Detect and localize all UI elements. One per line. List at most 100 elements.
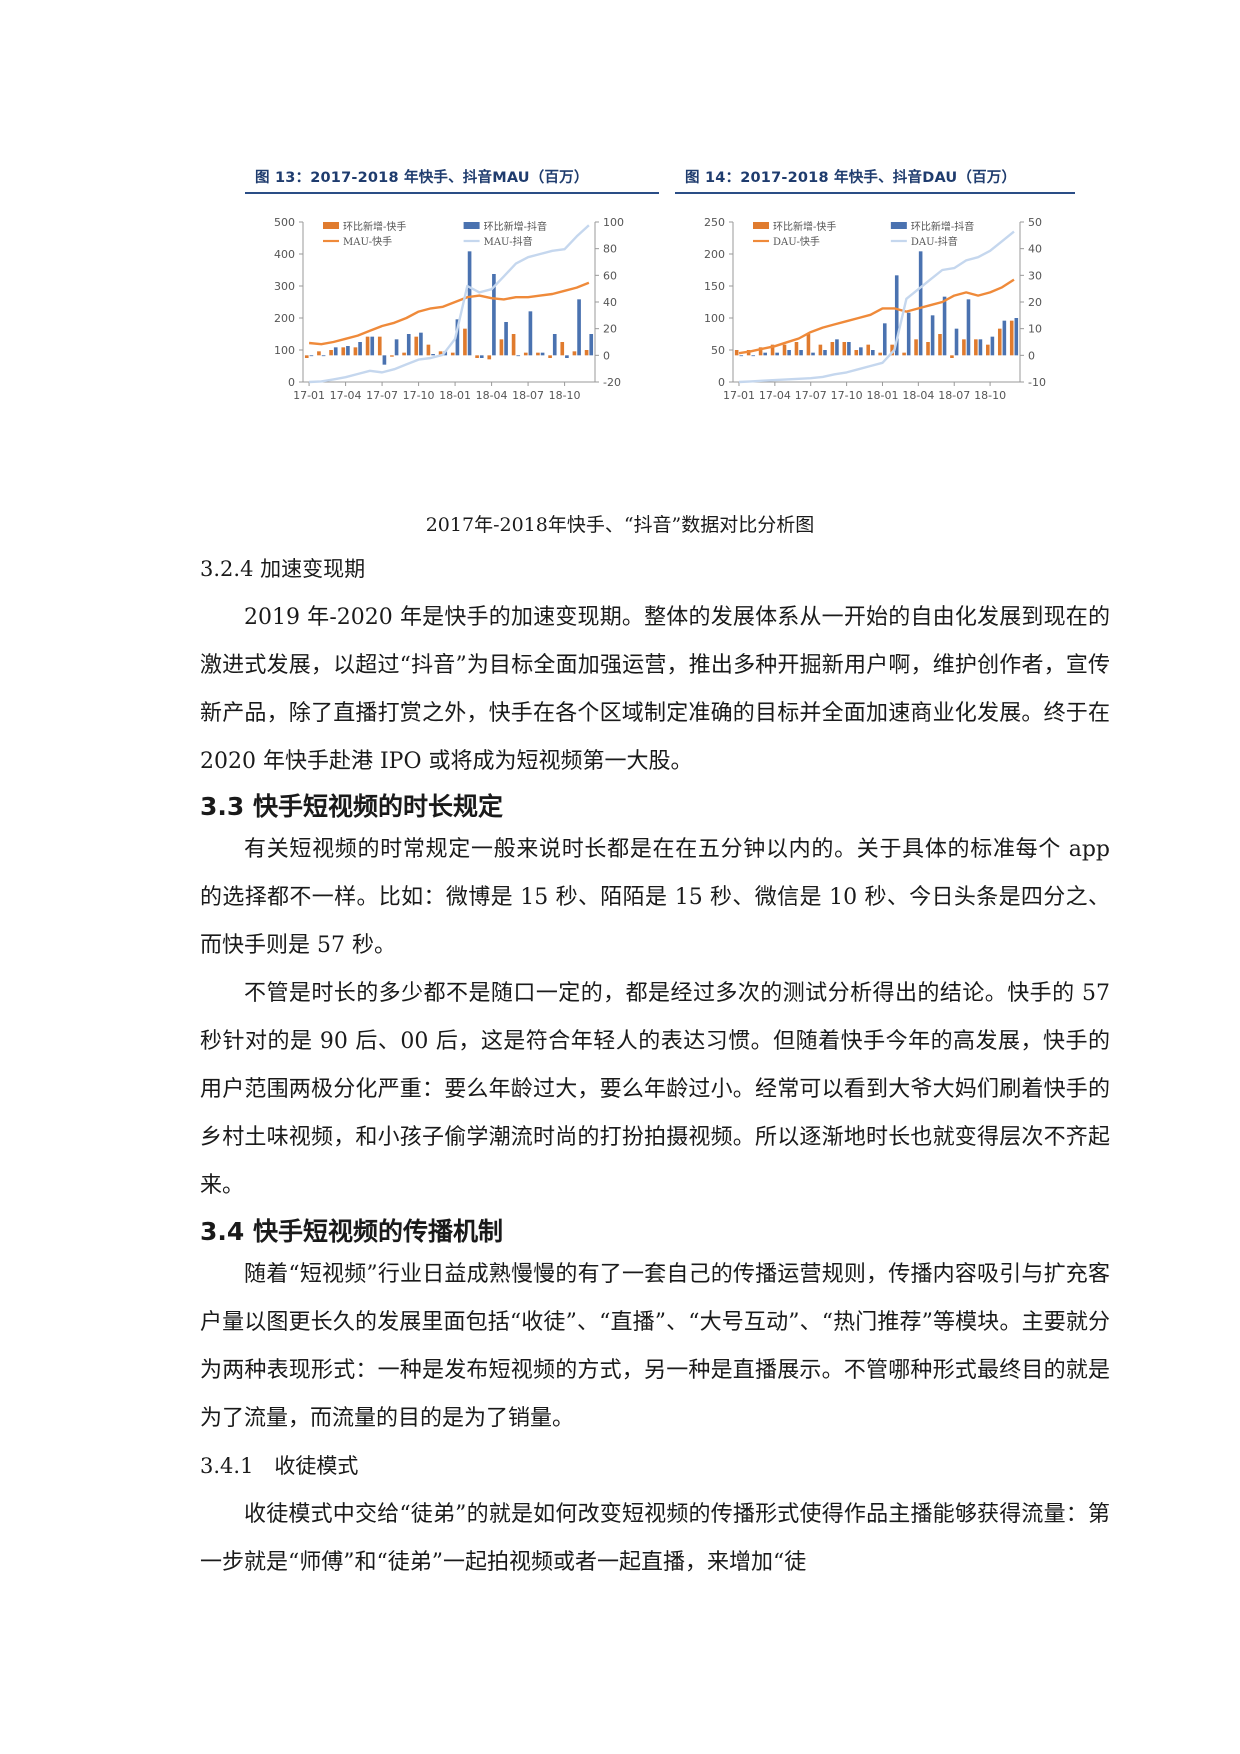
bar-douyin [516,355,521,357]
bar-douyin [309,355,314,357]
bar-douyin [990,336,995,356]
x-tick-label: 17-04 [759,389,791,402]
right-tick-label: 20 [1028,296,1042,309]
legend-label: 环比新增-抖音 [484,220,547,233]
x-tick-label: 17-10 [831,389,863,402]
line-douyin [738,230,1015,384]
bar-douyin [811,352,815,356]
bar-kuaishou [511,334,516,356]
heading-3-2-4: 3.2.4 加速变现期 [200,557,366,581]
right-tick-label: -20 [603,376,621,389]
bar-douyin [589,334,594,356]
bar-douyin [565,355,569,358]
right-tick-label: 0 [603,349,610,362]
bar-kuaishou [317,351,321,356]
bar-douyin [751,355,756,357]
bar-douyin [942,296,947,356]
figure-14-rule [675,192,1075,194]
right-tick-label: 80 [603,243,617,256]
bar-douyin [871,350,875,356]
bar-douyin [918,251,923,356]
right-tick-label: 10 [1028,323,1042,336]
bar-kuaishou [794,342,799,356]
bar-kuaishou [770,344,775,356]
bar-kuaishou [938,334,942,356]
bar-kuaishou [475,355,479,358]
bar-douyin [492,274,496,356]
figure-14-title: 图 14：2017-2018 年快手、抖音DAU（百万） [685,170,1017,186]
bar-kuaishou [402,352,406,356]
bar-douyin [847,342,851,356]
bar-douyin [906,312,911,356]
bar-kuaishou [463,328,467,356]
figure-14: 图 14：2017-2018 年快手、抖音DAU（百万） 0 50 100 150 20… [675,160,1075,450]
bar-kuaishou [986,344,990,356]
line-douyin [309,224,590,384]
legend-label: DAU-快手 [773,235,820,248]
legend-label: 环比新增-快手 [343,220,406,233]
bar-kuaishou [830,342,835,356]
paragraph: 有关短视频的时常规定一般来说时长都是在在五分钟以内的。关于具体的标准每个 app… [200,837,1110,958]
left-tick-label: 200 [274,312,295,325]
section-3-4-1-body: 收徒模式中交给“徒弟”的就是如何改变短视频的传播形式使得作品主播能够获得流量：第… [200,1491,1110,1587]
left-tick-label: 100 [274,344,295,357]
bar-douyin [930,315,935,356]
heading-3-4-1: 3.4.1 收徒模式 [200,1454,359,1478]
x-tick-label: 18-07 [938,389,970,402]
bar-douyin [1002,320,1007,356]
right-tick-label: 40 [603,296,617,309]
left-tick-label: 50 [711,344,725,357]
bar-douyin [577,299,581,356]
bar-kuaishou [548,355,552,358]
bar-douyin [467,251,472,356]
bar-douyin [823,350,827,356]
bar-kuaishou [572,351,577,356]
bar-douyin [552,334,557,356]
bar-kuaishou [341,347,346,356]
paragraph: 随着“短视频”行业日益成熟慢慢的有了一套自己的传播运营规则，传播内容吸引与扩充客… [200,1262,1110,1431]
right-tick-label: 100 [603,216,624,229]
x-tick-label: 18-01 [439,389,471,402]
bar-kuaishou [353,347,358,356]
bar-kuaishou [902,352,906,356]
bar-douyin [455,319,460,356]
bar-douyin [382,355,387,365]
x-tick-label: 18-04 [476,389,508,402]
legend-swatch [463,222,480,229]
bar-douyin [882,323,887,356]
left-tick-label: 100 [704,312,725,325]
right-tick-label: 20 [603,323,617,336]
bar-kuaishou [304,355,309,358]
bar-douyin [775,352,779,356]
heading-3-3: 3.3 快手短视频的时长规定 [200,792,503,821]
bar-kuaishou [997,328,1002,356]
left-tick-label: 0 [718,376,725,389]
bar-kuaishou [536,352,540,356]
bar-douyin [321,355,326,357]
heading-3-4: 3.4 快手短视频的传播机制 [200,1217,503,1246]
bar-kuaishou [390,355,394,357]
figure-13-rule [245,192,659,194]
legend-label: MAU-快手 [343,235,392,248]
x-tick-label: 17-04 [330,389,362,402]
right-tick-label: 30 [1028,269,1042,282]
left-tick-label: 400 [274,248,295,261]
paragraph: 不管是时长的多少都不是随口一定的，都是经过多次的测试分析得出的结论。快手的 57… [200,981,1110,1198]
left-tick-label: 200 [704,248,725,261]
legend-label: 环比新增-抖音 [911,220,974,233]
bar-douyin [859,347,863,356]
bar-douyin [431,354,435,356]
bar-douyin [763,352,767,356]
figure-13-title: 图 13：2017-2018 年快手、抖音MAU（百万） [255,170,589,186]
left-tick-label: 0 [288,376,295,389]
bar-kuaishou [818,344,823,356]
bar-douyin [528,311,533,356]
bar-douyin [835,339,839,356]
bar-douyin [540,352,545,356]
legend-label: 环比新增-快手 [773,220,836,233]
figure-14-chart: 0 50 100 150 200 250 -10 0 10 20 30 40 50 17-01 17-04 1… [704,216,1046,402]
x-tick-label: 17-10 [403,389,435,402]
bar-douyin [978,339,983,356]
bar-kuaishou [487,355,492,360]
bar-kuaishou [962,339,966,356]
